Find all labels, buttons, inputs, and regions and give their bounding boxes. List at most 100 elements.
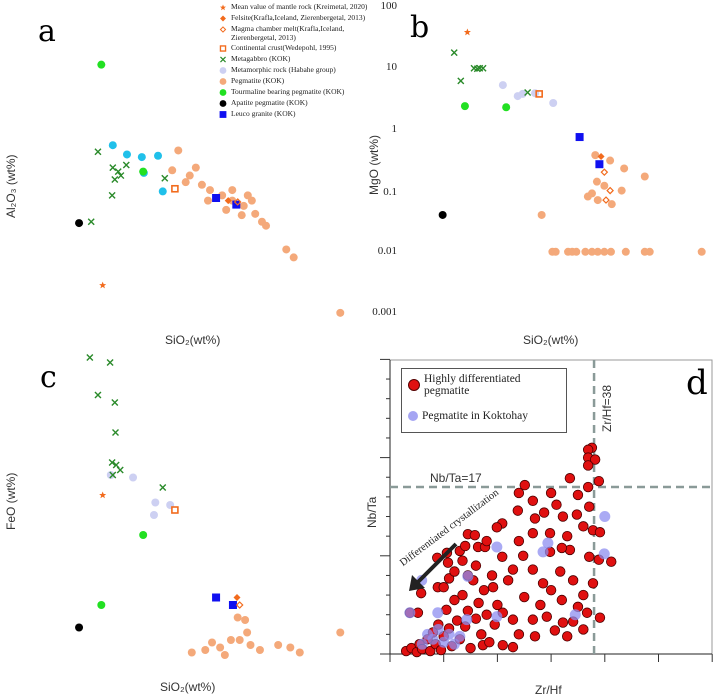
red-circle-mark xyxy=(557,511,569,522)
circle-mark xyxy=(600,181,609,190)
square-marker xyxy=(595,160,604,169)
panel-b-ytick: 0.001 xyxy=(372,306,397,318)
circle-mark xyxy=(219,67,227,74)
red-circle-mark xyxy=(572,489,584,501)
diamond-open-legend-icon xyxy=(219,26,227,33)
x-mark xyxy=(111,399,119,406)
red-circle-mark xyxy=(551,499,562,510)
series-leuco-granite-kok- xyxy=(575,133,604,169)
circle-marker xyxy=(106,471,115,479)
x-marker xyxy=(111,399,119,406)
red-circle-mark xyxy=(541,611,553,622)
red-circle-mark xyxy=(486,570,498,581)
series-felsite xyxy=(233,594,241,601)
blue-circle-mark xyxy=(432,607,444,619)
circle-red-marker xyxy=(555,566,566,577)
circle-red-marker xyxy=(492,599,503,611)
circle-red-marker xyxy=(513,487,525,499)
red-circle-mark xyxy=(438,582,449,593)
circle-red-marker xyxy=(578,589,589,601)
circle-marker xyxy=(139,167,148,176)
series-metamorphic-rock-habahe-group- xyxy=(498,81,558,108)
legend-label: Felsite(Krafla,Iceland, Zierenbergetal, … xyxy=(231,13,366,22)
legend-label: Leuco granite (KOK) xyxy=(231,109,296,118)
circle-mark xyxy=(645,247,654,256)
red-circle-mark xyxy=(594,527,606,538)
square-mark xyxy=(232,200,241,209)
circle-red-marker xyxy=(581,607,593,618)
series-tourmaline-bearing-pegmatite-kok- xyxy=(97,60,148,176)
circle-mark xyxy=(621,247,630,256)
circle-mark xyxy=(197,180,206,189)
circle-red-marker xyxy=(478,584,490,596)
circle-mark xyxy=(286,643,295,652)
circle-mark xyxy=(228,186,237,195)
circle-mark xyxy=(572,247,581,256)
circle-mark xyxy=(149,511,158,519)
red-circle-mark xyxy=(584,551,595,562)
circle-mark xyxy=(106,471,115,479)
circle-marker xyxy=(587,247,596,256)
series-apatite-pegmatite-kok- xyxy=(75,623,84,632)
red-circle-icon xyxy=(408,378,420,391)
red-circle-mark xyxy=(449,566,460,577)
circle-mark xyxy=(592,177,601,186)
circle-marker xyxy=(282,245,291,254)
circle-mark xyxy=(336,628,345,637)
legend-item: Continental crust(Wedepohl, 1995) xyxy=(217,43,377,53)
circle-marker xyxy=(593,247,602,256)
red-circle-mark xyxy=(519,591,530,603)
circle-blue-marker xyxy=(542,537,554,549)
panel-a-xlabel: SiO₂(wt%) xyxy=(165,333,221,347)
circle-mark xyxy=(243,628,252,637)
circle-red-marker xyxy=(589,454,601,465)
legend-label: Pegmatite in Koktohay xyxy=(422,409,529,422)
circle-red-marker xyxy=(497,639,508,651)
red-circle-mark xyxy=(567,575,579,586)
circle-red-marker xyxy=(527,495,539,507)
x-mark xyxy=(116,466,124,474)
star-marker xyxy=(463,28,471,36)
circle-mark xyxy=(222,205,231,214)
circle-red-marker xyxy=(544,528,556,539)
circle-red-marker xyxy=(562,631,573,642)
circle-marker xyxy=(185,171,194,180)
red-circle-mark xyxy=(527,528,539,539)
diamond-mark xyxy=(233,594,241,601)
legend-label: Metagabbro (KOK) xyxy=(231,54,291,63)
star-marker xyxy=(99,491,107,499)
circle-red-marker xyxy=(457,555,468,566)
circle-mark xyxy=(237,211,246,220)
circle-red-marker xyxy=(556,542,568,554)
circle-mark xyxy=(498,81,507,90)
circle-mark xyxy=(239,201,248,210)
series-pegmatite-kok- xyxy=(168,146,345,317)
open-square-mark xyxy=(171,184,179,193)
red-circle-mark xyxy=(578,521,589,532)
circle-marker xyxy=(600,247,609,256)
x-mark xyxy=(108,191,116,199)
circle-mark xyxy=(218,191,227,200)
square-marker xyxy=(212,194,221,202)
circle-red-marker xyxy=(562,530,573,542)
x-mark xyxy=(108,459,116,466)
series-highly-differentiated-pegmatite xyxy=(400,442,617,658)
circle-marker xyxy=(208,638,217,647)
red-circle-mark xyxy=(578,589,589,601)
circle-red-marker xyxy=(513,629,525,640)
circle-red-marker xyxy=(487,582,499,593)
circle-red-marker xyxy=(513,535,525,547)
circle-red-marker xyxy=(519,591,530,603)
circle-blue-marker xyxy=(432,607,444,619)
red-circle-mark xyxy=(555,566,566,577)
circle-mark xyxy=(697,247,706,256)
legend-item: Metagabbro (KOK) xyxy=(217,54,377,64)
circle-red-marker xyxy=(578,521,589,532)
circle-blue-marker xyxy=(462,570,474,582)
red-circle-mark xyxy=(593,475,605,487)
circle-mark xyxy=(75,219,84,228)
x-marker xyxy=(450,49,458,57)
circle-marker xyxy=(75,219,84,228)
x-marker xyxy=(159,484,167,491)
circle-red-marker xyxy=(567,575,579,586)
